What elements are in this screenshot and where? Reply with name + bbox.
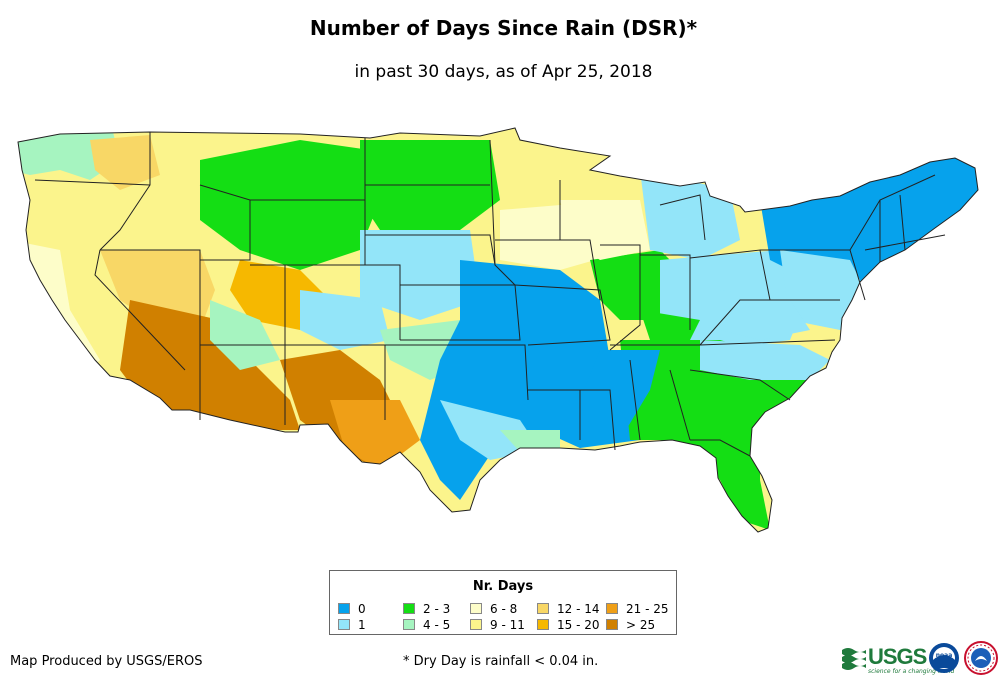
- map-credit: Map Produced by USGS/EROS: [10, 654, 203, 669]
- legend-swatch: [606, 619, 618, 630]
- legend-item-9: > 25: [606, 618, 655, 632]
- agency-logos: USGS science for a changing world noaa: [842, 638, 1002, 678]
- usgs-tagline: science for a changing world: [868, 668, 955, 675]
- usgs-logo: USGS: [868, 644, 927, 669]
- national-weather-service-logo-icon: [964, 641, 998, 675]
- legend-item-3: 4 - 5: [403, 618, 450, 632]
- legend-item-0: 0: [338, 602, 366, 616]
- legend-title: Nr. Days: [472, 579, 534, 594]
- legend-item-4: 6 - 8: [470, 602, 517, 616]
- map-subtitle: in past 30 days, as of Apr 25, 2018: [354, 62, 653, 82]
- legend-item-5: 9 - 11: [470, 618, 525, 632]
- usgs-wave-icon: [842, 648, 866, 670]
- legend-item-8: 21 - 25: [606, 602, 669, 616]
- legend-swatch: [338, 603, 350, 614]
- legend-swatch: [338, 619, 350, 630]
- legend-item-7: 15 - 20: [537, 618, 600, 632]
- map-title: Number of Days Since Rain (DSR)*: [309, 16, 698, 40]
- legend-swatch: [470, 603, 482, 614]
- dry-day-footnote: * Dry Day is rainfall < 0.04 in.: [403, 654, 599, 669]
- legend-swatch: [470, 619, 482, 630]
- svg-text:noaa: noaa: [936, 652, 953, 659]
- legend-swatch: [403, 619, 415, 630]
- legend-swatch: [403, 603, 415, 614]
- legend: Nr. Days 0 1 2 - 3 4 - 5 6 - 8 9 - 11 12…: [329, 570, 677, 635]
- legend-swatch: [537, 603, 549, 614]
- dsr-zones: [18, 128, 978, 532]
- noaa-logo-icon: noaa: [929, 643, 959, 673]
- legend-item-2: 2 - 3: [403, 602, 450, 616]
- legend-item-1: 1: [338, 618, 366, 632]
- legend-swatch: [606, 603, 618, 614]
- legend-swatch: [537, 619, 549, 630]
- legend-item-6: 12 - 14: [537, 602, 600, 616]
- state-borders: [17, 127, 979, 533]
